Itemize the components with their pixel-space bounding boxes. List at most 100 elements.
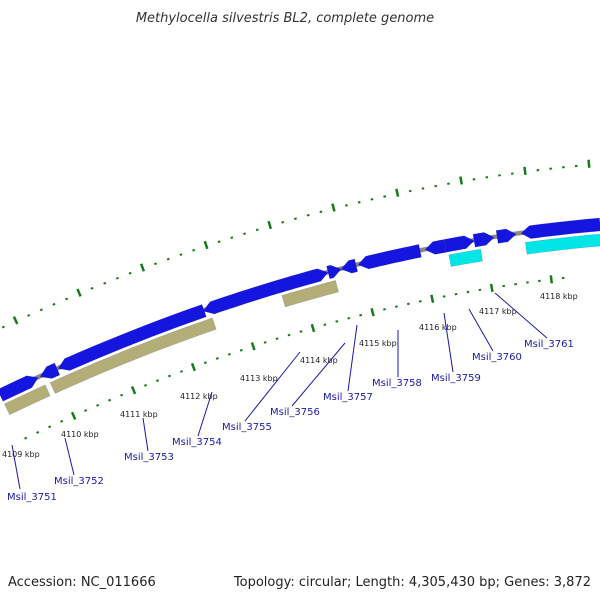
ruler-minor-tick [96,403,100,407]
genome-summary-text: Topology: circular; Length: 4,305,430 bp… [233,575,591,590]
ruler-major-tick [139,263,146,272]
ruler-major-tick [587,159,591,168]
ruler-minor-tick [179,370,183,373]
ruler-major-tick [203,240,209,250]
ruler-minor-tick [84,409,88,412]
tick-label: 4109 kbp [2,450,40,459]
gene-leader-line [142,417,149,452]
ruler-major-tick [549,275,554,284]
gene-arrow[interactable] [357,244,422,270]
olive-feature[interactable] [49,317,217,394]
ruler-major-tick [190,362,196,372]
ruler-major-tick [250,342,256,351]
gene-arrow[interactable] [424,239,447,255]
gene-arrow[interactable] [495,228,517,244]
gene-leader-line [468,308,494,352]
ruler-minor-tick [203,361,207,365]
ruler-minor-tick [108,398,112,402]
ruler-minor-tick [36,430,40,434]
tick-label: 4114 kbp [300,356,338,365]
ruler-major-tick [523,166,527,175]
ruler-minor-tick [335,320,339,323]
tick-label: 4112 kbp [180,392,218,401]
ruler-labels: 4109 kbp 4110 kbp 4111 kbp 4112 kbp 4113 kbp… [2,292,578,459]
gene-arrow[interactable] [520,217,600,239]
ruler-major-tick [310,323,316,333]
gene-arrow[interactable] [274,268,329,294]
ruler-minor-tick [230,236,234,239]
outer-tick-track [1,159,591,329]
gene-arrow[interactable] [0,375,39,402]
ruler-minor-tick [217,240,221,244]
ruler-minor-tick [120,393,124,397]
ruler-major-tick [430,294,435,304]
ruler-minor-tick [227,352,231,356]
ruler-major-tick [12,316,19,325]
gene-leader-line [443,312,454,373]
gene-label-link[interactable]: Msil_3758 [372,378,422,389]
ruler-minor-tick [215,357,219,360]
gene-arrow[interactable] [202,280,279,315]
gene-arrow[interactable] [443,235,475,253]
ruler-major-tick [130,386,137,395]
gene-track [0,217,600,416]
ruler-minor-tick [24,436,28,440]
ruler-minor-tick [263,341,267,344]
ruler-minor-tick [144,383,148,387]
ruler-minor-tick [243,232,247,235]
ruler-minor-tick [103,281,107,285]
cyan-feature[interactable] [448,248,483,267]
tick-label: 4113 kbp [240,374,278,383]
olive-feature[interactable] [4,384,51,416]
ruler-minor-tick [306,213,310,217]
gene-leader-line [11,444,21,490]
gene-leader-line [64,437,75,476]
gene-leader-line [494,292,548,339]
gene-label-link[interactable]: Msil_3757 [323,392,373,403]
gene-label-link[interactable]: Msil_3754 [172,437,222,448]
gene-arrow[interactable] [39,362,61,379]
olive-feature[interactable] [281,280,339,308]
gene-label-link[interactable]: Msil_3761 [524,339,574,350]
ruler-major-tick [395,188,400,197]
gene-labels: Msil_3751Msil_3752Msil_3753Msil_3754Msil… [7,292,574,503]
gene-label-link[interactable]: Msil_3753 [124,452,174,463]
ruler-minor-tick [293,217,297,220]
ruler-minor-tick [155,379,160,383]
ruler-minor-tick [1,325,5,329]
gene-arrow[interactable] [57,304,207,371]
gene-label-link[interactable]: Msil_3752 [54,476,104,487]
ruler-major-tick [331,203,336,212]
ruler-minor-tick [27,314,31,317]
ruler-minor-tick [323,323,327,326]
ruler-minor-tick [60,419,64,423]
gene-label-link[interactable]: Msil_3759 [431,373,481,384]
tick-label: 4111 kbp [120,410,158,419]
gene-label-link[interactable]: Msil_3756 [270,407,320,418]
tick-label: 4118 kbp [540,292,578,301]
ruler-minor-tick [90,286,94,290]
ruler-major-tick [489,283,494,293]
map-title: Methylocella silvestris BL2, complete ge… [136,11,434,26]
tick-label: 4116 kbp [419,323,457,332]
gene-label-link[interactable]: Msil_3760 [472,352,522,363]
ruler-minor-tick [128,271,132,275]
ruler-major-tick [370,308,375,317]
gene-arrow[interactable] [340,258,358,274]
gene-label-link[interactable]: Msil_3755 [222,422,272,433]
ruler-minor-tick [48,425,52,429]
gene-arrow[interactable] [326,264,342,280]
gene-leader-line [291,342,346,407]
gene-label-link[interactable]: Msil_3751 [7,492,57,503]
ruler-minor-tick [166,257,170,261]
cyan-feature[interactable] [525,233,600,255]
ruler-minor-tick [179,253,183,257]
ruler-minor-tick [287,333,291,337]
ruler-minor-tick [154,262,158,266]
ruler-minor-tick [299,330,303,333]
ruler-minor-tick [281,220,285,224]
gene-arrow[interactable] [472,232,495,248]
ruler-major-tick [459,176,463,185]
tick-label: 4110 kbp [61,430,99,439]
